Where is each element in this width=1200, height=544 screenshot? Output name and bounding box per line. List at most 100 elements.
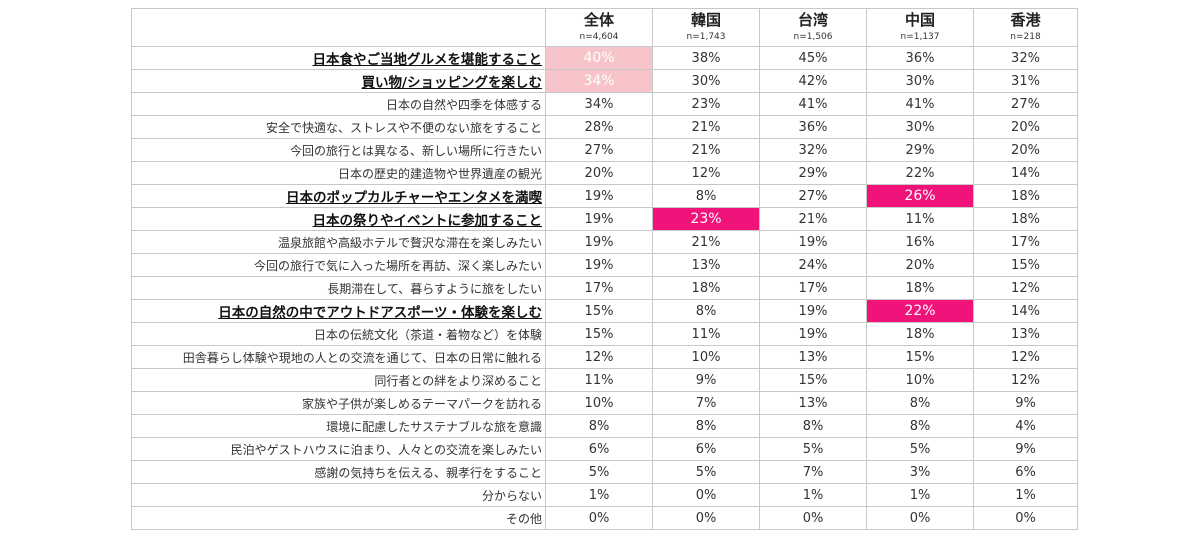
- value-cell: 1%: [545, 483, 653, 507]
- value-cell: 8%: [545, 414, 653, 438]
- value-cell: 14%: [973, 299, 1078, 323]
- column-header: 全体 n=4,604: [545, 8, 653, 47]
- column-name: 中国: [904, 11, 935, 29]
- value-cell: 19%: [759, 299, 867, 323]
- value-cell: 17%: [545, 276, 653, 300]
- highlighted-value-cell: 40%: [545, 46, 653, 70]
- table-row: 同行者との絆をより深めること 11% 9% 15% 10% 12%: [131, 368, 1078, 392]
- value-cell: 27%: [759, 184, 867, 208]
- value-cell: 0%: [652, 483, 760, 507]
- row-label: 環境に配慮したサステナブルな旅を意識: [131, 414, 546, 438]
- value-cell: 8%: [759, 414, 867, 438]
- table-row: 買い物/ショッピングを楽しむ 34% 30% 42% 30% 31%: [131, 69, 1078, 93]
- value-cell: 22%: [866, 161, 974, 185]
- table-row: 分からない 1% 0% 1% 1% 1%: [131, 483, 1078, 507]
- value-cell: 29%: [759, 161, 867, 185]
- row-label: 民泊やゲストハウスに泊まり、人々との交流を楽しみたい: [131, 437, 546, 461]
- table-row: 家族や子供が楽しめるテーマパークを訪れる 10% 7% 13% 8% 9%: [131, 391, 1078, 415]
- value-cell: 8%: [866, 414, 974, 438]
- value-cell: 41%: [866, 92, 974, 116]
- table-row: 日本のポップカルチャーやエンタメを満喫 19% 8% 27% 26% 18%: [131, 184, 1078, 208]
- value-cell: 29%: [866, 138, 974, 162]
- value-cell: 6%: [545, 437, 653, 461]
- table-row: 今回の旅行とは異なる、新しい場所に行きたい 27% 21% 32% 29% 20%: [131, 138, 1078, 162]
- value-cell: 12%: [973, 368, 1078, 392]
- value-cell: 30%: [652, 69, 760, 93]
- value-cell: 8%: [652, 184, 760, 208]
- value-cell: 15%: [973, 253, 1078, 277]
- value-cell: 5%: [759, 437, 867, 461]
- table-row: 民泊やゲストハウスに泊まり、人々との交流を楽しみたい 6% 6% 5% 5% 9%: [131, 437, 1078, 461]
- value-cell: 16%: [866, 230, 974, 254]
- row-label: その他: [131, 506, 546, 530]
- table-row: 日本の歴史的建造物や世界遺産の観光 20% 12% 29% 22% 14%: [131, 161, 1078, 185]
- column-sample-size: n=4,604: [579, 32, 619, 42]
- value-cell: 32%: [973, 46, 1078, 70]
- row-label: 今回の旅行で気に入った場所を再訪、深く楽しみたい: [131, 253, 546, 277]
- value-cell: 41%: [759, 92, 867, 116]
- value-cell: 13%: [759, 345, 867, 369]
- value-cell: 19%: [545, 253, 653, 277]
- column-name: 香港: [1010, 11, 1041, 29]
- table-body: 日本食やご当地グルメを堪能すること 40% 38% 45% 36% 32% 買い物/ショッピ…: [131, 46, 1078, 530]
- value-cell: 5%: [652, 460, 760, 484]
- row-label: 日本の自然の中でアウトドアスポーツ・体験を楽しむ: [131, 299, 546, 323]
- row-label: 日本の伝統文化（茶道・着物など）を体験: [131, 322, 546, 346]
- value-cell: 13%: [973, 322, 1078, 346]
- value-cell: 19%: [545, 184, 653, 208]
- value-cell: 6%: [652, 437, 760, 461]
- value-cell: 9%: [652, 368, 760, 392]
- survey-table: 全体 n=4,604 韓国 n=1,743 台湾 n=1,506 中国 n=1,…: [131, 8, 1078, 530]
- table-row: 日本の自然や四季を体感する 34% 23% 41% 41% 27%: [131, 92, 1078, 116]
- value-cell: 12%: [545, 345, 653, 369]
- value-cell: 31%: [973, 69, 1078, 93]
- row-label: 日本の自然や四季を体感する: [131, 92, 546, 116]
- value-cell: 13%: [652, 253, 760, 277]
- value-cell: 36%: [759, 115, 867, 139]
- highlighted-value-cell: 26%: [866, 184, 974, 208]
- highlighted-value-cell: 23%: [652, 207, 760, 231]
- value-cell: 23%: [652, 92, 760, 116]
- column-header: 韓国 n=1,743: [652, 8, 760, 47]
- table-row: 田舎暮らし体験や現地の人との交流を通じて、日本の日常に触れる 12% 10% 13% 1…: [131, 345, 1078, 369]
- value-cell: 6%: [973, 460, 1078, 484]
- value-cell: 30%: [866, 69, 974, 93]
- row-label: 田舎暮らし体験や現地の人との交流を通じて、日本の日常に触れる: [131, 345, 546, 369]
- value-cell: 27%: [973, 92, 1078, 116]
- value-cell: 18%: [866, 322, 974, 346]
- table-row: 長期滞在して、暮らすように旅をしたい 17% 18% 17% 18% 12%: [131, 276, 1078, 300]
- value-cell: 13%: [759, 391, 867, 415]
- value-cell: 19%: [759, 230, 867, 254]
- table-row: 感謝の気持ちを伝える、親孝行をすること 5% 5% 7% 3% 6%: [131, 460, 1078, 484]
- value-cell: 14%: [973, 161, 1078, 185]
- value-cell: 21%: [759, 207, 867, 231]
- value-cell: 34%: [545, 92, 653, 116]
- value-cell: 4%: [973, 414, 1078, 438]
- highlighted-value-cell: 34%: [545, 69, 653, 93]
- value-cell: 0%: [973, 506, 1078, 530]
- value-cell: 10%: [866, 368, 974, 392]
- row-label: 温泉旅館や高級ホテルで贅沢な滞在を楽しみたい: [131, 230, 546, 254]
- value-cell: 19%: [545, 230, 653, 254]
- header-row: 全体 n=4,604 韓国 n=1,743 台湾 n=1,506 中国 n=1,…: [131, 8, 1078, 47]
- value-cell: 18%: [652, 276, 760, 300]
- value-cell: 7%: [652, 391, 760, 415]
- value-cell: 12%: [973, 276, 1078, 300]
- value-cell: 0%: [652, 506, 760, 530]
- value-cell: 0%: [866, 506, 974, 530]
- value-cell: 27%: [545, 138, 653, 162]
- table-row: 環境に配慮したサステナブルな旅を意識 8% 8% 8% 8% 4%: [131, 414, 1078, 438]
- column-sample-size: n=1,137: [900, 32, 940, 42]
- column-name: 韓国: [690, 11, 721, 29]
- value-cell: 21%: [652, 230, 760, 254]
- row-label: 長期滞在して、暮らすように旅をしたい: [131, 276, 546, 300]
- column-header: 香港 n=218: [973, 8, 1078, 47]
- table-row: 日本食やご当地グルメを堪能すること 40% 38% 45% 36% 32%: [131, 46, 1078, 70]
- value-cell: 8%: [866, 391, 974, 415]
- value-cell: 9%: [973, 391, 1078, 415]
- value-cell: 30%: [866, 115, 974, 139]
- value-cell: 11%: [545, 368, 653, 392]
- row-label: 家族や子供が楽しめるテーマパークを訪れる: [131, 391, 546, 415]
- value-cell: 38%: [652, 46, 760, 70]
- value-cell: 15%: [545, 322, 653, 346]
